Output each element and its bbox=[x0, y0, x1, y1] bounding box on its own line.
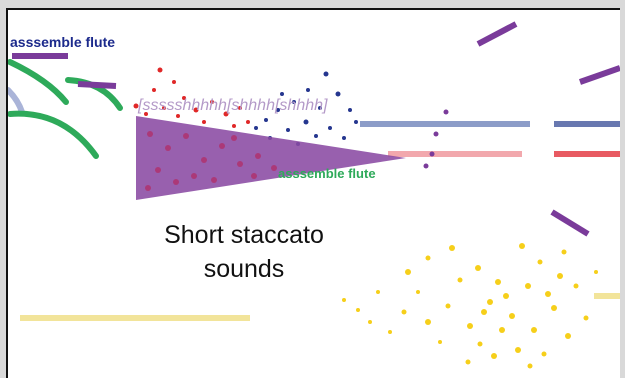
instrument-label-mid: asssemble flute bbox=[278, 166, 376, 181]
graphic-score: asssemble flute [ssssshhhhh[shhhh[shhhh]… bbox=[8, 21, 620, 369]
wedge-texture-dots bbox=[145, 131, 277, 191]
purple-dash-3 bbox=[476, 21, 518, 47]
purple-dash-2 bbox=[77, 81, 117, 89]
artwork-panel: asssemble flute [ssssshhhhh[shhhh[shhhh]… bbox=[6, 8, 620, 378]
purple-dash-4 bbox=[579, 65, 620, 85]
blue-dots bbox=[254, 71, 358, 146]
instrument-label-top: asssemble flute bbox=[10, 34, 115, 50]
caption-text: Short staccato sounds bbox=[164, 221, 324, 283]
green-curve-3 bbox=[8, 110, 99, 159]
yellow-dots bbox=[342, 243, 598, 369]
red-dots bbox=[133, 67, 250, 128]
green-curve-1 bbox=[8, 59, 69, 105]
sound-wedge bbox=[136, 116, 406, 200]
purple-dash-5 bbox=[550, 209, 590, 237]
purple-dots bbox=[423, 109, 449, 169]
phoneme-label: [ssssshhhhh[shhhh[shhhh] bbox=[137, 97, 328, 114]
light-blue-stroke bbox=[8, 87, 25, 115]
